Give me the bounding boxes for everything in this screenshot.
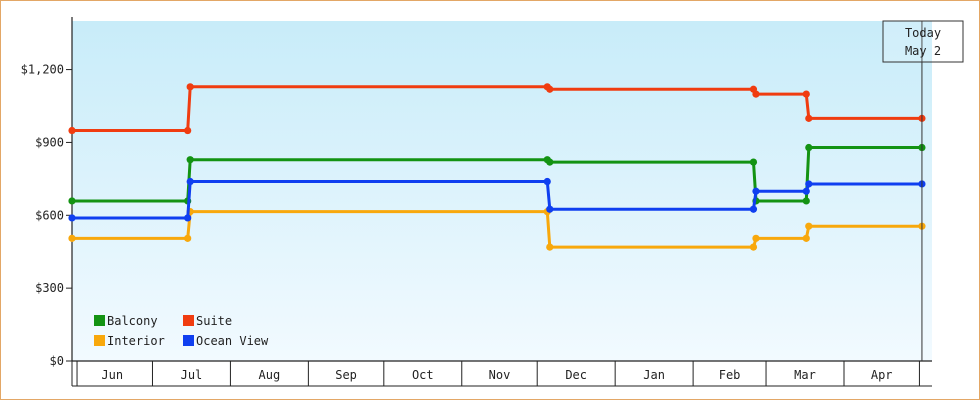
data-point[interactable] (802, 197, 810, 205)
data-point[interactable] (752, 187, 760, 195)
data-point[interactable] (749, 205, 758, 213)
legend-swatch (94, 335, 105, 346)
x-tick-label: Nov (489, 368, 511, 382)
series-layer (68, 83, 926, 251)
data-point[interactable] (186, 156, 194, 164)
data-point[interactable] (184, 214, 192, 222)
data-point[interactable] (68, 234, 76, 242)
x-tick-label: Sep (335, 368, 357, 382)
data-point[interactable] (546, 205, 554, 213)
x-tick-label: Oct (412, 368, 434, 382)
legend-label: Interior (107, 334, 165, 348)
data-point[interactable] (802, 234, 810, 242)
x-tick-label: Apr (871, 368, 893, 382)
legend-swatch (94, 315, 105, 326)
today-label: Today (905, 26, 941, 40)
y-tick-label: $900 (35, 135, 64, 149)
legend-item-ocean-view: Ocean View (183, 334, 269, 348)
data-point[interactable] (546, 85, 554, 93)
x-tick-label: Jun (101, 368, 123, 382)
today-label-box (882, 20, 964, 63)
data-point[interactable] (749, 243, 758, 251)
y-tick-label: $300 (35, 281, 64, 295)
legend-item-balcony: Balcony (94, 314, 158, 328)
data-point[interactable] (805, 143, 813, 152)
y-tick-label: $600 (35, 208, 64, 222)
x-tick-label: Mar (794, 368, 816, 382)
x-tick-label: Dec (565, 368, 587, 382)
x-tick-label: Jan (643, 368, 665, 382)
legend-swatch (183, 315, 194, 326)
series-interior (68, 208, 926, 251)
today-marker: Today May 2 (882, 20, 964, 361)
x-tick-label: Aug (259, 368, 281, 382)
series-line (72, 180, 922, 220)
legend-label: Ocean View (196, 334, 269, 348)
series-ocean-view (68, 177, 926, 222)
data-point[interactable] (543, 177, 551, 186)
y-tick-label: $0 (50, 354, 64, 368)
data-point[interactable] (752, 90, 760, 98)
data-point[interactable] (752, 234, 760, 242)
legend-item-interior: Interior (94, 334, 165, 348)
legend-label: Balcony (107, 314, 158, 328)
x-axis: Jun Jul Aug Sep Oct Nov Dec Jan Feb Mar Apr (71, 360, 932, 387)
data-point[interactable] (184, 234, 192, 242)
y-axis: $0 $300 $600 $900 $1,200 (21, 17, 73, 368)
x-tick-label: Jul (181, 368, 203, 382)
data-point[interactable] (749, 158, 758, 166)
data-point[interactable] (546, 158, 554, 166)
data-point[interactable] (186, 83, 194, 91)
data-point[interactable] (68, 197, 76, 205)
data-point[interactable] (68, 126, 76, 135)
data-point[interactable] (805, 222, 813, 230)
data-point[interactable] (802, 187, 810, 195)
series-line (72, 210, 922, 249)
data-point[interactable] (802, 90, 810, 98)
today-date-label: May 2 (905, 44, 941, 58)
data-point[interactable] (805, 114, 813, 122)
legend-swatch (183, 335, 194, 346)
data-point[interactable] (805, 180, 813, 188)
data-point[interactable] (68, 214, 76, 222)
data-point[interactable] (546, 243, 554, 251)
y-tick-label: $1,200 (21, 63, 64, 77)
legend: Balcony Suite Interior Ocean View (94, 314, 269, 348)
series-suite (68, 83, 926, 135)
legend-label: Suite (196, 314, 232, 328)
legend-item-suite: Suite (183, 314, 232, 328)
x-tick-label: Feb (719, 368, 741, 382)
data-point[interactable] (186, 177, 194, 186)
series-line (72, 85, 922, 132)
data-point[interactable] (184, 126, 192, 135)
